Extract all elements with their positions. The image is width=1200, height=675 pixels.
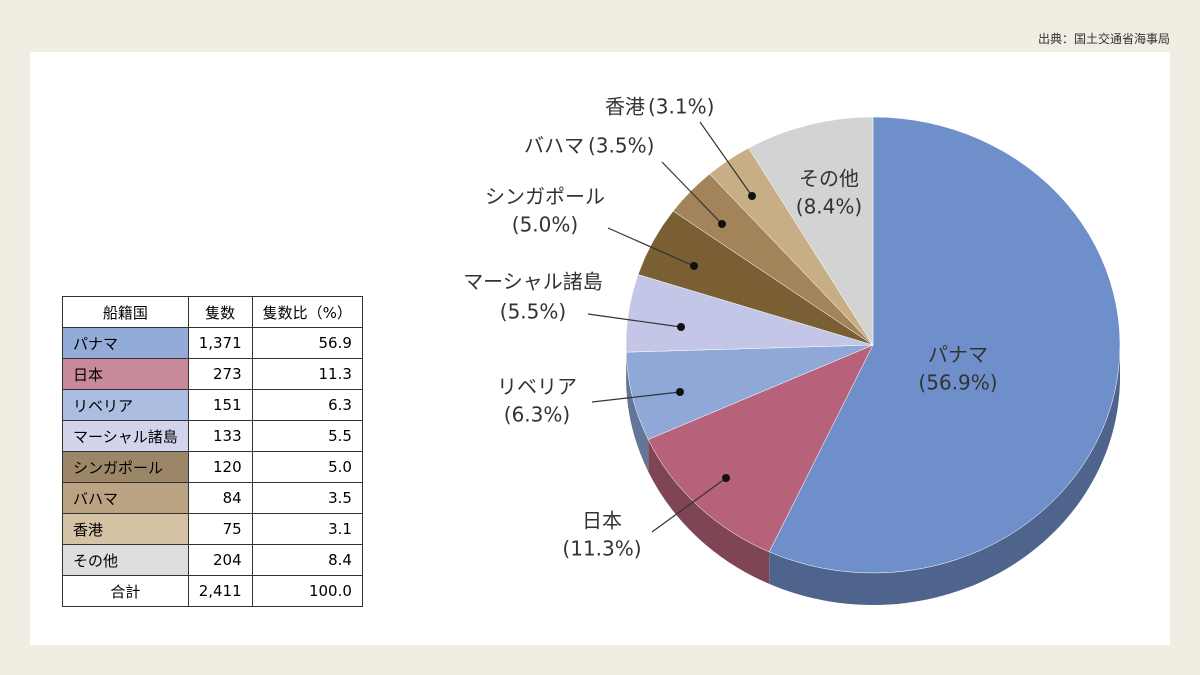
table-cell: 合計 — [62, 575, 189, 607]
leader-line — [587, 313, 682, 328]
table-row: パナマ 1,371 56.9 — [62, 327, 363, 359]
slice — [768, 116, 1121, 574]
slice-side — [648, 439, 770, 584]
table-cell: 100.0 — [251, 575, 363, 607]
slice-value-label: (11.3%) — [562, 537, 641, 561]
slice-value-label: (3.5%) — [588, 134, 654, 158]
slice-label: バハマ — [524, 134, 584, 158]
leader-line — [607, 227, 695, 267]
slice-value-label: (56.9%) — [918, 371, 997, 395]
table-row: シンガポール 120 5.0 — [62, 451, 363, 483]
table-cell: 120 — [187, 451, 253, 483]
slice-value-label: (5.0%) — [512, 213, 578, 237]
slice-label: 日本 — [582, 509, 622, 533]
slice-label: その他 — [799, 167, 859, 191]
slice-label: 香港 — [605, 95, 645, 119]
table-row: 日本 273 11.3 — [62, 358, 363, 390]
leader-dot — [676, 388, 684, 396]
slice-label: パナマ — [928, 343, 988, 367]
slice-side — [626, 352, 649, 472]
leader-dot — [690, 262, 698, 270]
table-cell: リベリア — [62, 389, 189, 421]
leader-line — [651, 477, 727, 533]
table-row: 香港 75 3.1 — [62, 513, 363, 545]
slice-side — [769, 345, 1120, 605]
slice-value-label: (5.5%) — [500, 300, 566, 324]
leader-dot — [718, 220, 726, 228]
table-row: マーシャル諸島 133 5.5 — [62, 420, 363, 452]
table-cell: シンガポール — [62, 451, 189, 483]
table-cell: 6.3 — [251, 389, 363, 421]
leader-line — [591, 391, 681, 403]
table-row: その他 204 8.4 — [62, 544, 363, 576]
leader-line — [699, 121, 753, 197]
table-cell: 204 — [187, 544, 253, 576]
slice — [647, 344, 874, 553]
table-cell: その他 — [62, 544, 189, 576]
table-cell: 2,411 — [187, 575, 253, 607]
slice-value-label: (6.3%) — [504, 403, 570, 427]
table-row: 合計 2,411 100.0 — [62, 575, 363, 607]
table-cell: 56.9 — [251, 327, 363, 359]
table-cell: 84 — [187, 482, 253, 514]
slice-label: リベリア — [497, 375, 577, 399]
leader-line — [661, 161, 723, 225]
slice-label: マーシャル諸島 — [463, 270, 603, 294]
slice-value-label: (3.1%) — [648, 95, 714, 119]
leader-dot — [677, 323, 685, 331]
leader-dot — [748, 192, 756, 200]
table-cell: マーシャル諸島 — [62, 420, 189, 452]
source: 出典：国土交通省海事局 — [1037, 32, 1170, 46]
data-table: 船籍国 隻数 隻数比（%） パナマ 1,371 56.9 日本 273 11.3 リベリア 151… — [62, 296, 363, 607]
table-cell: 日本 — [62, 358, 189, 390]
slice-value-label: (8.4%) — [796, 195, 862, 219]
slice — [748, 116, 874, 346]
leader-dot — [722, 474, 730, 482]
table-cell: パナマ — [62, 327, 189, 359]
table-cell: 5.5 — [251, 420, 363, 452]
slice-label: シンガポール — [485, 185, 605, 209]
table-cell: 273 — [187, 358, 253, 390]
